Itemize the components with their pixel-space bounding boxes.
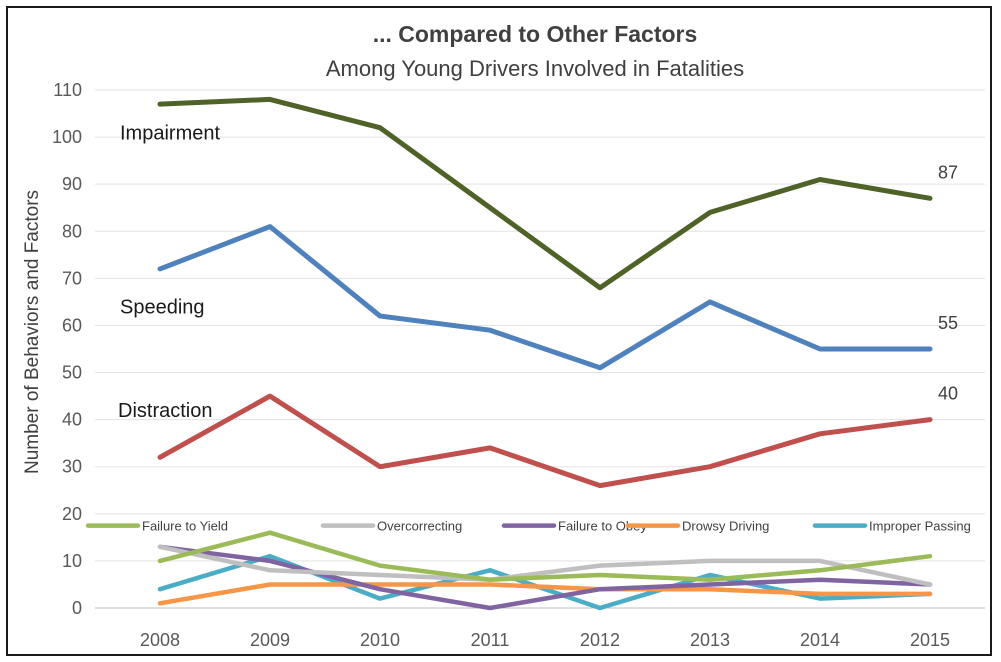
y-tick-label: 90 (62, 174, 82, 194)
legend-label-failure-to-obey: Failure to Obey (558, 519, 647, 534)
end-value-label-distraction: 40 (938, 384, 958, 404)
series-line-failure-to-obey (157, 544, 933, 611)
y-tick-label: 70 (62, 268, 82, 288)
x-tick-label: 2012 (580, 630, 620, 650)
y-tick-label: 50 (62, 363, 82, 383)
legend-item-failure-to-obey: Failure to Obey (501, 519, 647, 534)
x-axis-ticks: 2008 2009 2010 2011 2012 2013 2014 2015 (140, 630, 950, 650)
legend-item-drowsy-driving: Drowsy Driving (625, 519, 769, 534)
y-tick-label: 60 (62, 315, 82, 335)
legend-item-overcorrecting: Overcorrecting (320, 519, 462, 534)
y-axis-ticks: 0 10 20 30 40 50 60 70 80 90 100 110 (52, 80, 82, 618)
x-tick-label: 2014 (800, 630, 840, 650)
legend-label-failure-to-yield: Failure to Yield (142, 519, 228, 534)
series-label-impairment: Impairment (120, 122, 220, 144)
gridlines (95, 89, 985, 609)
y-axis-label: Number of Behaviors and Factors (22, 190, 43, 474)
legend: Failure to Yield Overcorrecting Failure to… (85, 519, 971, 534)
chart-title: ... Compared to Other Factors (373, 21, 698, 47)
series-label-speeding: Speeding (120, 297, 205, 319)
legend-label-improper-passing: Improper Passing (869, 519, 971, 534)
legend-label-overcorrecting: Overcorrecting (377, 519, 462, 534)
legend-label-drowsy-driving: Drowsy Driving (682, 519, 769, 534)
y-tick-label: 80 (62, 221, 82, 241)
x-tick-label: 2011 (471, 630, 510, 650)
series-lines (157, 96, 933, 611)
y-tick-label: 0 (72, 598, 82, 618)
x-tick-label: 2009 (250, 630, 290, 650)
x-tick-label: 2015 (910, 630, 950, 650)
x-tick-label: 2013 (690, 630, 730, 650)
series-line-distraction (157, 393, 933, 489)
end-value-label-speeding: 55 (938, 313, 958, 333)
series-labels: Impairment 87 Speeding 55 Distraction 40 (118, 122, 958, 422)
y-tick-label: 110 (53, 80, 82, 100)
x-tick-label: 2010 (360, 630, 400, 650)
series-label-distraction: Distraction (118, 400, 212, 422)
y-tick-label: 30 (62, 457, 82, 477)
y-tick-label: 10 (62, 551, 82, 571)
x-tick-label: 2008 (140, 630, 180, 650)
legend-item-failure-to-yield: Failure to Yield (85, 519, 228, 534)
series-line-speeding (157, 224, 933, 371)
series-line-failure-to-yield (157, 530, 933, 582)
y-tick-label: 20 (62, 504, 82, 524)
legend-item-improper-passing: Improper Passing (812, 519, 971, 534)
series-line-overcorrecting (157, 544, 933, 587)
y-tick-label: 100 (52, 127, 82, 147)
series-line-impairment (157, 96, 933, 291)
chart-subtitle: Among Young Drivers Involved in Fataliti… (326, 56, 744, 81)
y-tick-label: 40 (62, 410, 82, 430)
end-value-label-impairment: 87 (938, 162, 958, 182)
series-line-drowsy-driving (157, 582, 933, 606)
